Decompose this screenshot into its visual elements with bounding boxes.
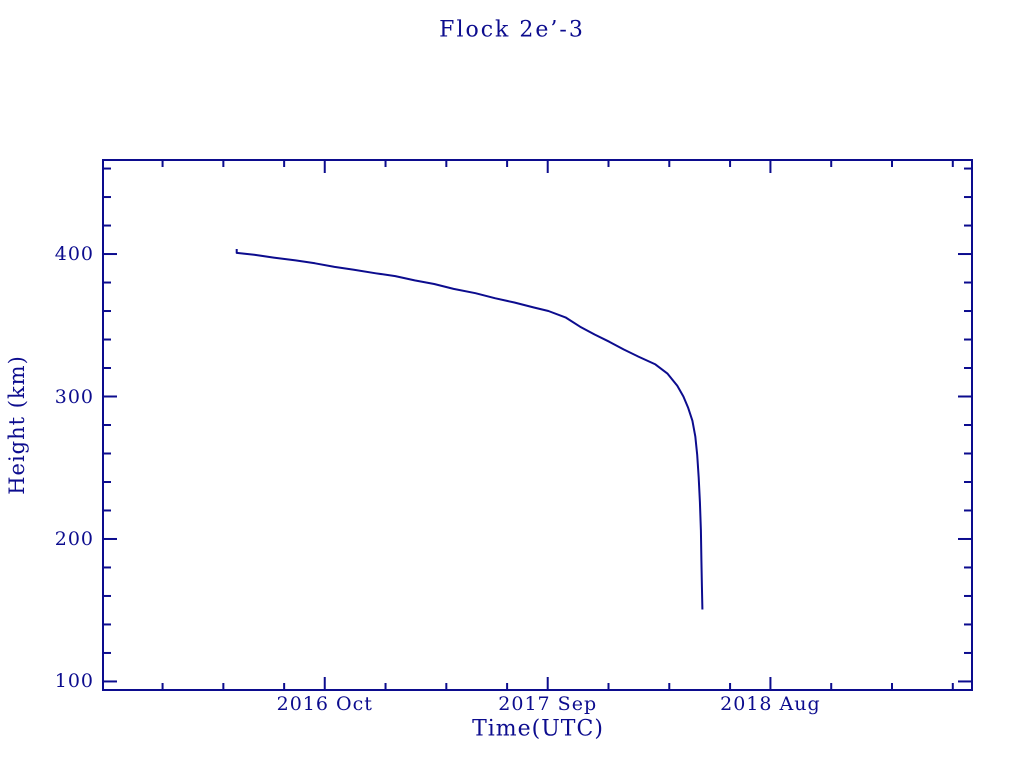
decay-curve	[235, 249, 704, 610]
y-tick-label: 200	[54, 527, 94, 550]
y-tick-label: 300	[54, 385, 94, 408]
chart-title: Flock 2e’-3	[439, 17, 585, 43]
y-tick-label: 100	[54, 670, 94, 693]
plot-frame	[102, 159, 973, 691]
x-tick-label: 2017 Sep	[498, 693, 598, 715]
y-tick-label: 400	[54, 243, 94, 266]
y-axis-label: Height (km)	[5, 355, 29, 495]
x-axis-label: Time(UTC)	[472, 716, 604, 742]
x-tick-label: 2016 Oct	[276, 693, 373, 715]
x-tick-label: 2018 Aug	[720, 693, 821, 715]
